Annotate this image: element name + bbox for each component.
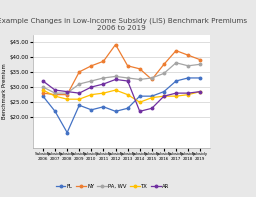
FL <box>126 107 129 110</box>
Title: Example Changes in Low-Income Subsidy (LIS) Benchmark Premiums
2006 to 2019: Example Changes in Low-Income Subsidy (L… <box>0 17 247 31</box>
FL <box>138 95 141 97</box>
PA, WV <box>114 75 117 78</box>
Line: FL: FL <box>42 77 201 134</box>
PA, WV <box>175 62 178 64</box>
FL <box>187 77 190 79</box>
Line: NY: NY <box>42 43 201 96</box>
FL <box>66 131 69 134</box>
AR <box>162 95 165 97</box>
PA, WV <box>199 63 202 65</box>
NY <box>78 71 81 73</box>
PA, WV <box>187 65 190 67</box>
NY <box>162 63 165 65</box>
TX <box>102 92 105 94</box>
TX <box>138 101 141 103</box>
TX <box>175 95 178 97</box>
PA, WV <box>78 83 81 85</box>
TX <box>114 89 117 91</box>
NY <box>126 65 129 67</box>
TX <box>78 98 81 100</box>
FL <box>175 80 178 82</box>
FL <box>41 95 45 97</box>
TX <box>41 89 45 91</box>
PA, WV <box>126 77 129 79</box>
NY <box>150 78 153 81</box>
TX <box>162 95 165 97</box>
AR <box>150 107 153 110</box>
TX <box>126 93 129 96</box>
Y-axis label: Benchmark Premium: Benchmark Premium <box>2 64 7 119</box>
AR <box>102 83 105 85</box>
FL <box>54 110 57 112</box>
NY <box>90 65 93 67</box>
FL <box>162 90 165 93</box>
PA, WV <box>138 78 141 81</box>
NY <box>175 49 178 52</box>
NY <box>66 93 69 96</box>
NY <box>102 60 105 62</box>
AR <box>114 78 117 81</box>
TX <box>90 93 93 96</box>
AR <box>138 110 141 112</box>
Line: TX: TX <box>42 89 201 103</box>
TX <box>150 97 153 99</box>
NY <box>199 59 202 61</box>
PA, WV <box>150 77 153 79</box>
NY <box>114 43 117 46</box>
Line: AR: AR <box>42 78 201 112</box>
NY <box>54 93 57 96</box>
AR <box>175 92 178 94</box>
AR <box>54 89 57 91</box>
TX <box>66 98 69 100</box>
TX <box>199 90 202 93</box>
NY <box>138 68 141 70</box>
PA, WV <box>66 92 69 94</box>
PA, WV <box>90 80 93 82</box>
PA, WV <box>41 86 45 88</box>
PA, WV <box>162 72 165 75</box>
FL <box>150 95 153 97</box>
AR <box>199 90 202 93</box>
TX <box>54 95 57 97</box>
TX <box>187 93 190 96</box>
FL <box>90 109 93 111</box>
AR <box>126 80 129 82</box>
FL <box>78 104 81 106</box>
AR <box>78 92 81 94</box>
PA, WV <box>54 92 57 94</box>
FL <box>102 106 105 108</box>
AR <box>90 86 93 88</box>
NY <box>187 54 190 56</box>
Line: PA, WV: PA, WV <box>42 61 201 94</box>
PA, WV <box>102 77 105 79</box>
FL <box>114 110 117 112</box>
AR <box>66 90 69 93</box>
AR <box>187 92 190 94</box>
NY <box>41 92 45 94</box>
FL <box>199 77 202 79</box>
Legend: FL, NY, PA, WV, TX, AR: FL, NY, PA, WV, TX, AR <box>54 182 172 191</box>
AR <box>41 80 45 82</box>
